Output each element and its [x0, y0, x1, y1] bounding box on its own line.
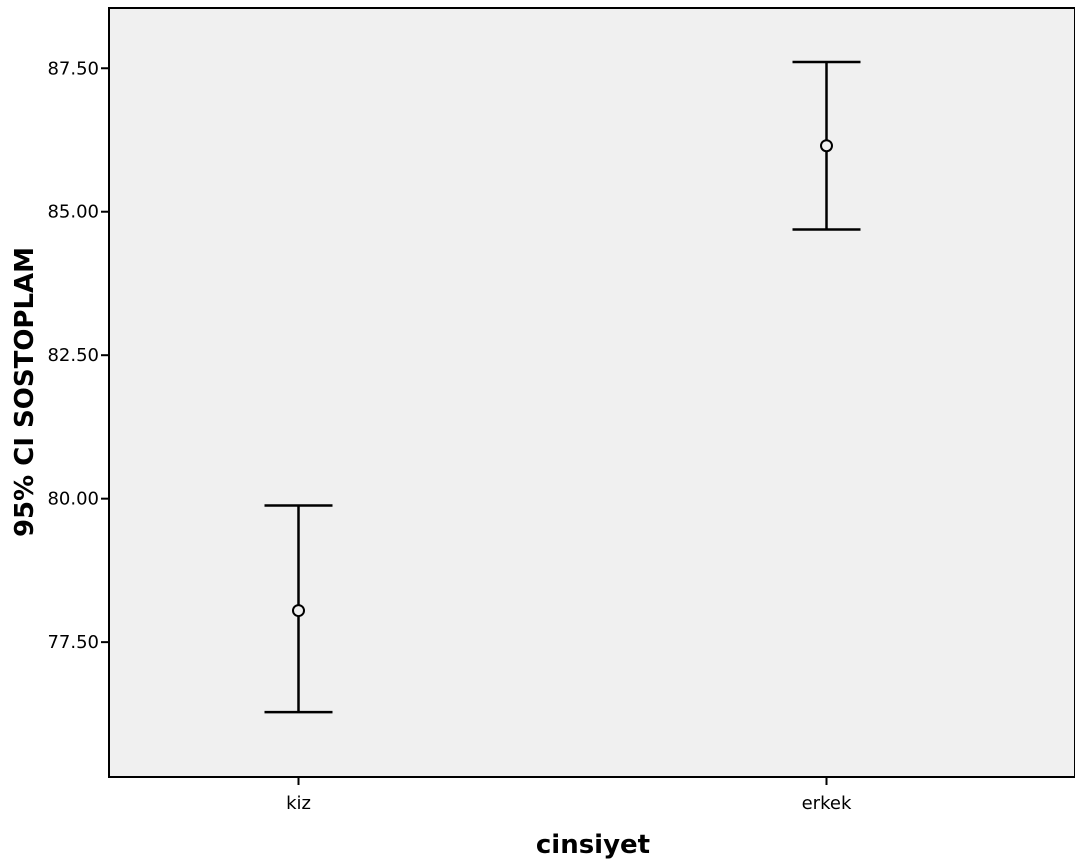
- error-bars: [264, 60, 861, 714]
- x-tick-label: erkek: [802, 793, 852, 814]
- y-axis-title: 95% CI SOSTOPLAM: [10, 247, 40, 537]
- y-tick-label: 82.50: [47, 345, 99, 366]
- y-tick-label: 77.50: [47, 632, 99, 653]
- x-tick-label: kiz: [286, 793, 311, 814]
- mean-point: [292, 604, 305, 618]
- plot-area: [108, 7, 1075, 778]
- y-axis-ticks: 77.50 80.00 82.50 85.00 87.50: [47, 58, 109, 653]
- x-axis-ticks: kiz erkek: [286, 777, 852, 814]
- mean-point: [820, 139, 833, 153]
- x-axis-title: cinsiyet: [536, 830, 650, 860]
- y-tick-label: 87.50: [47, 58, 99, 79]
- y-tick-label: 80.00: [47, 489, 99, 510]
- y-tick-label: 85.00: [47, 202, 99, 223]
